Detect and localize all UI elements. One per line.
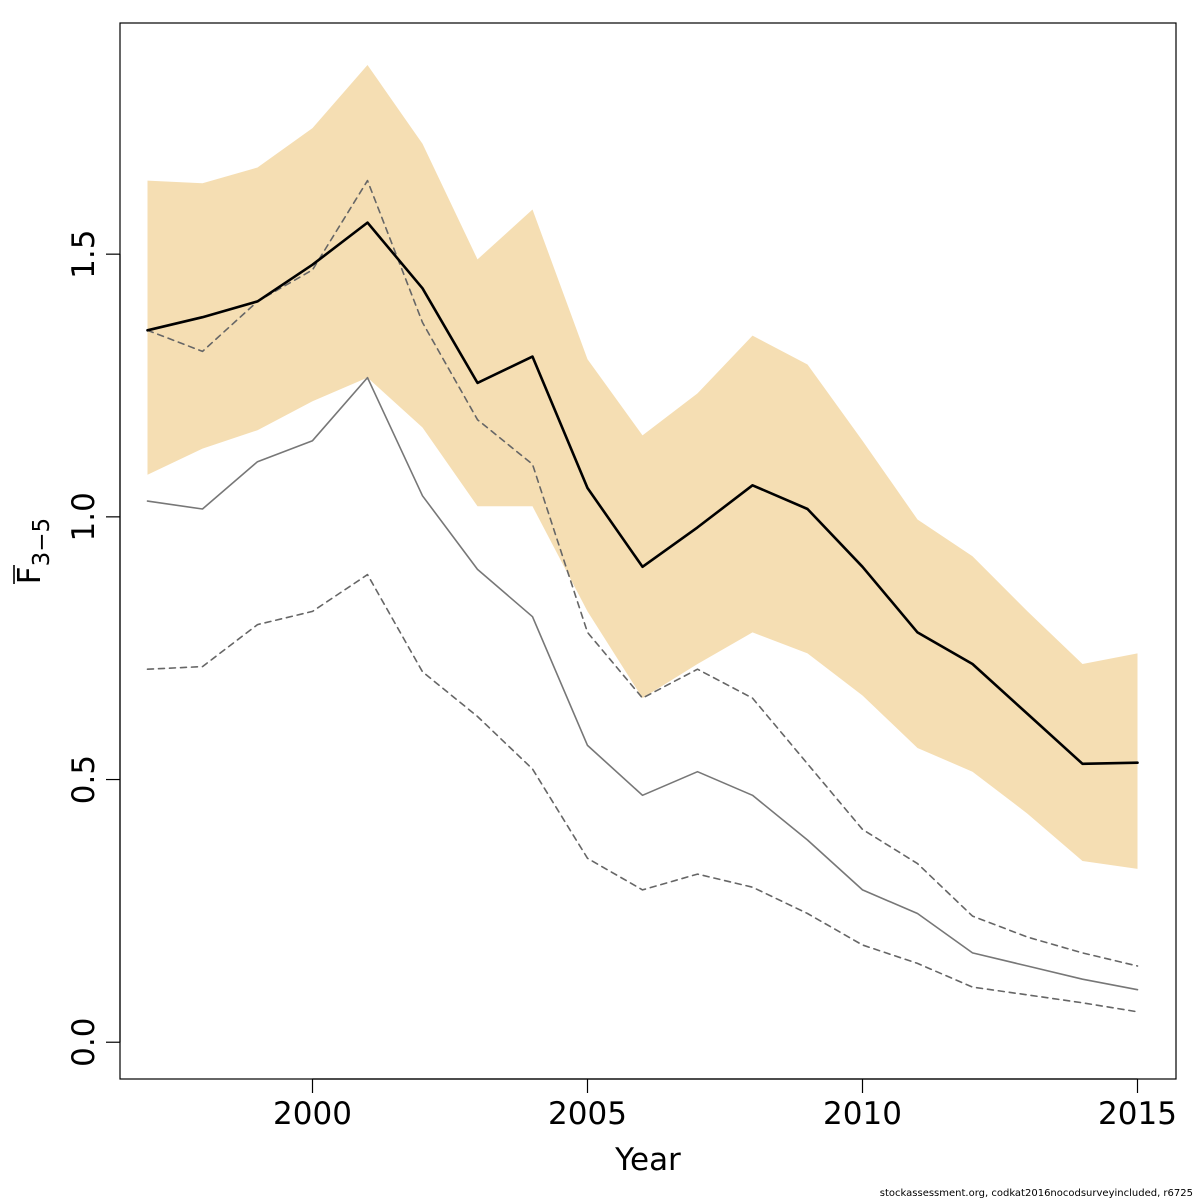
- x-tick-label: 2015: [1098, 1096, 1177, 1132]
- series-layer: [146, 179, 1139, 1013]
- series-line-4-dashed-gray: [146, 573, 1139, 1013]
- y-tick-label: 0.5: [66, 755, 102, 804]
- x-axis-title: Year: [614, 1142, 681, 1178]
- y-axis-title-main: F: [12, 566, 48, 584]
- x-axis: 2000 2005 2010 2015: [273, 1078, 1177, 1132]
- y-axis-title: F3−5: [12, 518, 55, 584]
- y-tick-label: 1.5: [66, 230, 102, 279]
- y-axis-title-subscript: 3−5: [29, 518, 55, 567]
- confidence-band: [147, 65, 1138, 869]
- y-axis: 0.0 0.5 1.0 1.5: [66, 230, 121, 1067]
- y-tick-label: 0.0: [66, 1018, 102, 1067]
- svg-text:F3−5: F3−5: [12, 518, 55, 584]
- series-line-2-dashed-gray: [146, 179, 1139, 967]
- x-tick-label: 2010: [823, 1096, 902, 1132]
- confidence-band-layer: [147, 65, 1138, 869]
- footnote: stockassessment.org, codkat2016nocodsurv…: [880, 1188, 1193, 1199]
- x-tick-label: 2000: [273, 1096, 352, 1132]
- series-line-1-solid-black: [146, 221, 1139, 766]
- series-line-3-solid-gray: [146, 376, 1139, 991]
- x-tick-label: 2005: [548, 1096, 627, 1132]
- y-tick-label: 1.0: [66, 492, 102, 541]
